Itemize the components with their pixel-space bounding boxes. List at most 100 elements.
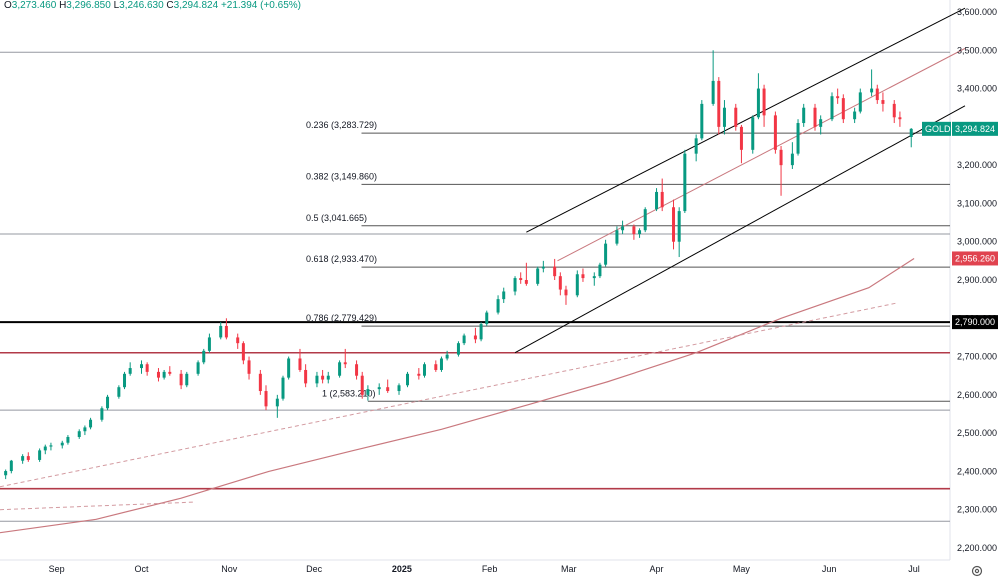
candle-body <box>813 107 817 127</box>
level-badge-bg <box>952 315 998 330</box>
candle-body <box>796 123 800 154</box>
candle-body <box>258 373 262 392</box>
candle-body <box>473 335 477 340</box>
candle-body <box>26 456 30 460</box>
gear-icon[interactable] <box>971 565 983 577</box>
candle-body <box>89 419 93 428</box>
y-tick-label: 2,200.000 <box>957 543 997 553</box>
candle-body <box>756 88 760 118</box>
candle-body <box>168 371 172 374</box>
channel-line <box>526 7 966 233</box>
y-tick-label: 2,700.000 <box>957 352 997 362</box>
ohlc-header: O3,273.460 H3,296.850 L3,246.630 C3,294.… <box>4 0 301 11</box>
candle-body <box>179 373 183 386</box>
y-tick-label: 2,900.000 <box>957 275 997 285</box>
candle-body <box>519 278 523 280</box>
x-tick-label: Jul <box>908 564 920 574</box>
x-tick-label: Sep <box>49 564 65 574</box>
candle-body <box>287 358 291 378</box>
candle-body <box>773 115 777 150</box>
high-label: H <box>59 0 67 11</box>
candle-body <box>106 396 110 409</box>
candle-body <box>655 191 659 210</box>
fib-level-label: 0.5 (3,041.665) <box>306 213 367 223</box>
candle-body <box>762 88 766 116</box>
x-tick-label: May <box>733 564 751 574</box>
candle-body <box>298 358 302 370</box>
candle-body <box>632 226 636 235</box>
candle-body <box>38 450 42 460</box>
candle-body <box>264 391 268 407</box>
candle-body <box>604 243 608 265</box>
candle-body <box>406 373 410 386</box>
candle-body <box>304 369 308 384</box>
candle-body <box>224 325 228 338</box>
candle-body <box>643 209 647 231</box>
candle-body <box>360 375 364 395</box>
candle-body <box>638 230 642 235</box>
candle-body <box>575 274 579 296</box>
candle-body <box>417 373 421 376</box>
fib-level-label: 0.236 (3,283.729) <box>306 120 377 130</box>
close-label: C <box>166 0 174 11</box>
candle-body <box>202 350 206 363</box>
candle-body <box>541 266 545 269</box>
y-tick-label: 2,600.000 <box>957 390 997 400</box>
candle-body <box>4 471 8 476</box>
candle-body <box>898 117 902 120</box>
candle-body <box>439 358 443 370</box>
dashed-trendline <box>0 501 196 511</box>
moving-average-line <box>0 257 915 534</box>
x-tick-label: Dec <box>306 564 323 574</box>
candle-body <box>422 364 426 376</box>
candle-body <box>77 431 81 437</box>
fib-level-label: 0.382 (3,149.860) <box>306 171 377 181</box>
close-value: 3,294.824 <box>173 0 219 11</box>
y-tick-label: 3,600.000 <box>957 7 997 17</box>
candle-body <box>502 291 506 300</box>
candle-body <box>355 364 359 376</box>
candle-body <box>496 299 500 313</box>
open-value: 3,273.460 <box>11 0 57 11</box>
y-tick-label: 2,300.000 <box>957 505 997 515</box>
high-value: 3,296.850 <box>66 0 111 11</box>
candle-body <box>275 398 279 407</box>
candle-body <box>830 96 834 120</box>
x-tick-label: Jun <box>822 564 837 574</box>
open-label: O <box>4 0 12 11</box>
candle-body <box>386 387 390 392</box>
candle-body <box>207 337 211 351</box>
candle-body <box>145 364 149 372</box>
candle-body <box>875 88 879 101</box>
channel-midline <box>557 47 966 262</box>
y-tick-label: 3,000.000 <box>957 237 997 247</box>
candle-body <box>513 278 517 292</box>
low-label: L <box>113 0 120 11</box>
candle-body <box>315 375 319 384</box>
candle-body <box>615 230 619 244</box>
candle-body <box>739 126 743 150</box>
candle-body <box>564 289 568 296</box>
y-tick-label: 2,500.000 <box>957 428 997 438</box>
candle-body <box>694 138 698 154</box>
candle-body <box>462 335 466 344</box>
candle-body <box>219 325 223 338</box>
candle-body <box>66 436 70 443</box>
low-value: 3,246.630 <box>119 0 164 11</box>
candle-body <box>247 360 251 374</box>
candle-body <box>858 92 862 112</box>
candle-body <box>722 107 726 127</box>
candle-body <box>836 96 840 99</box>
candle-body <box>870 88 874 93</box>
candle-body <box>598 264 602 277</box>
y-tick-label: 3,100.000 <box>957 198 997 208</box>
candle-body <box>366 389 370 395</box>
x-tick-label: Oct <box>134 564 149 574</box>
candle-body <box>909 128 913 138</box>
candle-body <box>456 343 460 355</box>
y-tick-label: 3,200.000 <box>957 160 997 170</box>
candle-body <box>892 103 896 118</box>
ma-badge: 2,956.260 <box>955 253 995 263</box>
candle-body <box>660 191 664 208</box>
